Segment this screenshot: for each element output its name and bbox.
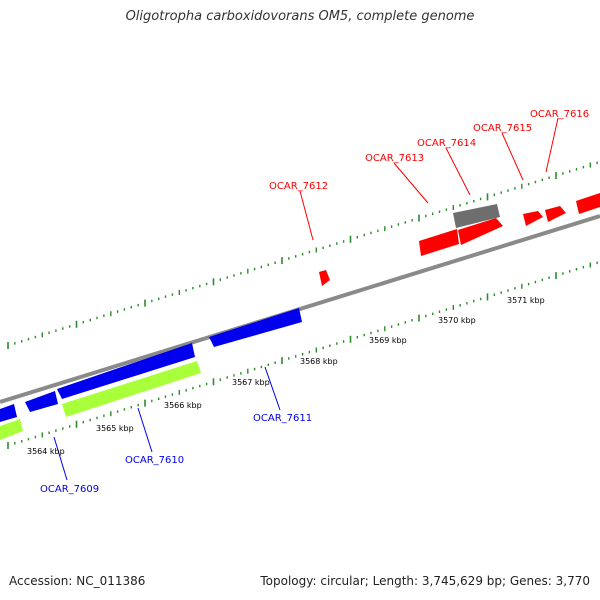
gene-arrow-ocar-7614[interactable]: [458, 218, 503, 245]
gene-arrow-ocar-7610[interactable]: [57, 343, 195, 399]
leader-line-ocar-7609: [53, 436, 68, 481]
gene-arrow-ocar-7616-a[interactable]: [545, 206, 566, 222]
accession-label: Accession: NC_011386: [9, 574, 146, 588]
scale-label-3569: 3569 kbp: [369, 336, 407, 345]
gene-label-ocar-7613[interactable]: OCAR_7613: [365, 153, 424, 164]
leader-line-ocar-7614: [445, 147, 471, 196]
gene-label-ocar-7615[interactable]: OCAR_7615: [473, 123, 532, 134]
tick-rows: [7, 161, 598, 449]
map-title: Oligotropha carboxidovorans OM5, complet…: [125, 9, 475, 24]
label-leader-lines: [53, 117, 559, 481]
scale-labels: 3564 kbp 3565 kbp 3566 kbp 3567 kbp 3568…: [27, 296, 545, 456]
upper-tick-row: [7, 161, 598, 349]
gene-label-ocar-7614[interactable]: OCAR_7614: [417, 138, 476, 149]
rna-gene-track: [0, 361, 201, 440]
scale-label-3570: 3570 kbp: [438, 316, 476, 325]
scale-label-3566: 3566 kbp: [164, 401, 202, 410]
leader-line-ocar-7616: [545, 117, 559, 173]
gene-arrow-ocar-7613[interactable]: [419, 229, 459, 256]
gene-label-ocar-7609[interactable]: OCAR_7609: [40, 484, 99, 495]
gene-arrow-gray[interactable]: [453, 204, 500, 228]
leader-line-ocar-7610: [137, 407, 153, 453]
genome-summary-label: Topology: circular; Length: 3,745,629 bp…: [260, 574, 590, 588]
leader-line-ocar-7615: [501, 132, 524, 181]
gene-label-ocar-7611[interactable]: OCAR_7611: [253, 413, 312, 424]
lower-tick-row: [7, 261, 598, 449]
gene-arrow-ocar-7609[interactable]: [25, 391, 58, 412]
gene-arrow-ocar-7616-b[interactable]: [576, 193, 600, 214]
scale-label-3568: 3568 kbp: [300, 357, 338, 366]
gene-arrow-ocar-7612[interactable]: [319, 270, 330, 286]
leader-line-ocar-7611: [264, 366, 281, 411]
gene-labels: OCAR_7612 OCAR_7613 OCAR_7614 OCAR_7615 …: [40, 109, 589, 495]
gene-arrow-reverse-1[interactable]: [0, 404, 17, 422]
gene-arrow-green-2[interactable]: [62, 361, 201, 417]
gene-label-ocar-7610[interactable]: OCAR_7610: [125, 455, 184, 466]
gene-arrow-ocar-7615[interactable]: [523, 211, 543, 226]
gene-label-ocar-7616[interactable]: OCAR_7616: [530, 109, 589, 120]
scale-label-3565: 3565 kbp: [96, 424, 134, 433]
gene-arrow-green-1[interactable]: [0, 419, 23, 440]
gene-arrow-ocar-7611[interactable]: [209, 308, 302, 347]
genome-backbone: [0, 214, 600, 404]
forward-gene-track: [319, 193, 600, 286]
gene-label-ocar-7612[interactable]: OCAR_7612: [269, 181, 328, 192]
reverse-gene-track: [0, 308, 302, 422]
scale-label-3571: 3571 kbp: [507, 296, 545, 305]
scale-label-3567: 3567 kbp: [232, 378, 270, 387]
scale-label-3564: 3564 kbp: [27, 447, 65, 456]
leader-line-ocar-7613: [393, 162, 429, 204]
leader-line-ocar-7612: [299, 190, 314, 241]
